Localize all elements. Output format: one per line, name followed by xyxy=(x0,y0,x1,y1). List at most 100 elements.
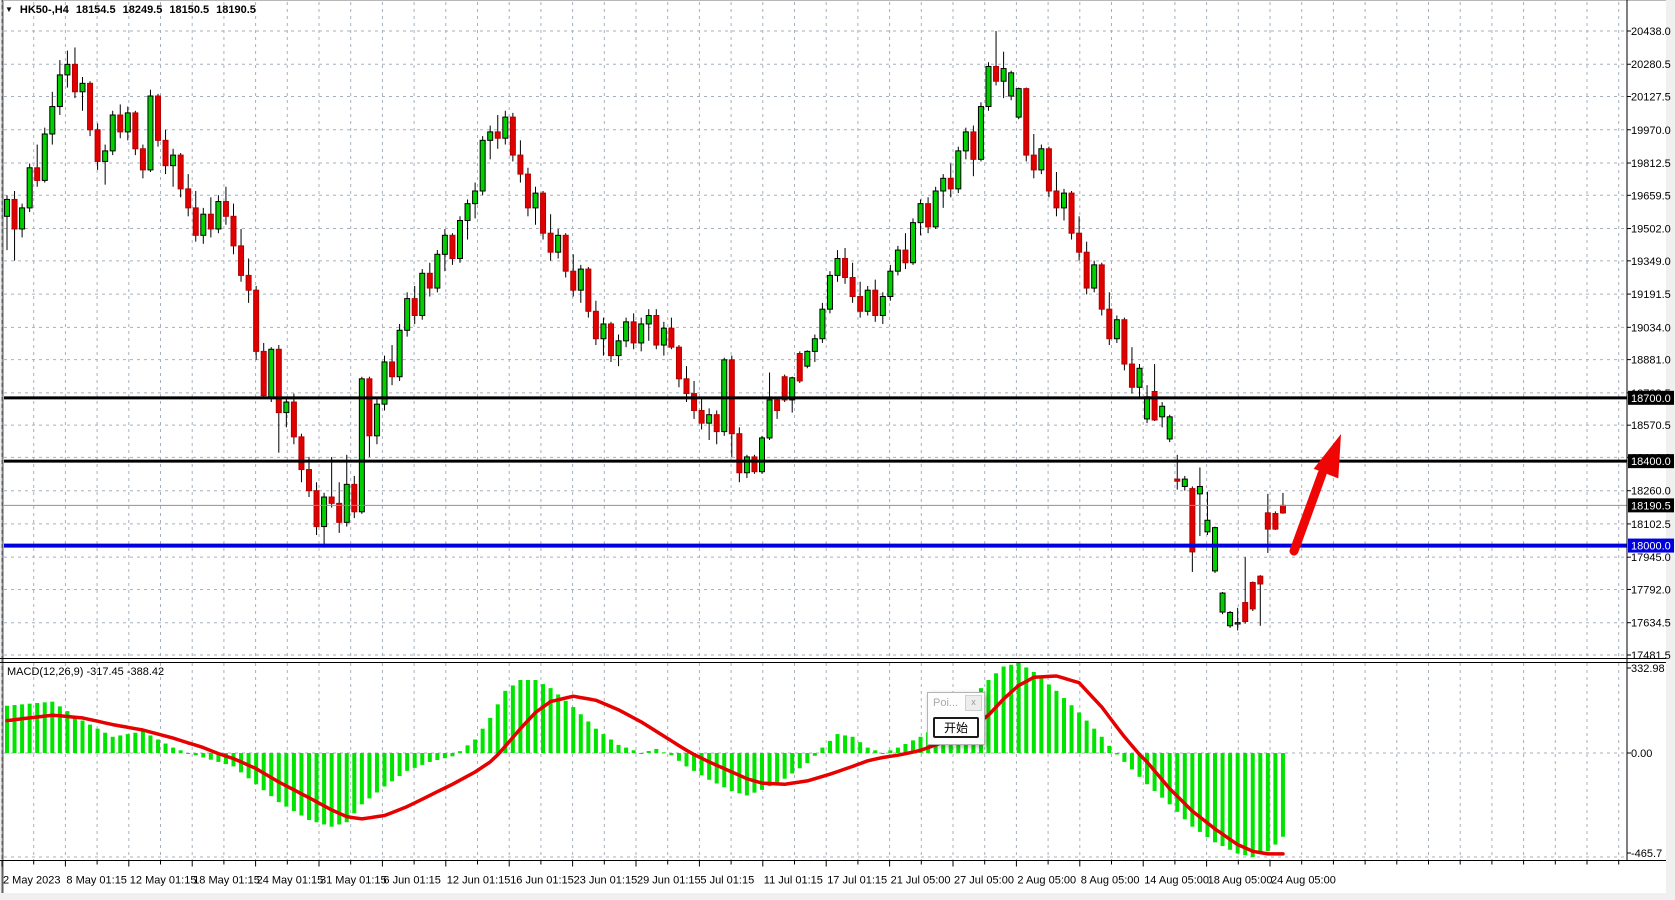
start-button[interactable]: 开始 xyxy=(933,717,979,738)
popup-title-bar[interactable]: Poi... x xyxy=(928,693,984,713)
candle-body xyxy=(464,203,471,222)
macd-bar xyxy=(609,739,613,753)
candle-bearish xyxy=(132,110,139,156)
candle-body xyxy=(592,310,599,340)
macd-bar xyxy=(1129,753,1134,770)
macd-bar xyxy=(374,753,379,793)
time-tick-label: 21 Jul 05:00 xyxy=(891,875,951,887)
candle-body xyxy=(577,268,584,291)
price-tick-label: 20280.5 xyxy=(1631,59,1671,71)
candle-bullish xyxy=(396,323,403,381)
macd-bar xyxy=(201,753,206,758)
macd-bar xyxy=(276,753,281,803)
candle-body xyxy=(479,139,486,192)
macd-bar xyxy=(737,753,742,794)
symbol-dropdown-icon[interactable]: ▼ xyxy=(5,5,13,14)
macd-bar xyxy=(35,702,40,753)
script-popup-window: Poi... x 开始 xyxy=(927,692,985,745)
candle-body xyxy=(743,456,750,474)
candle-bullish xyxy=(864,285,871,316)
candle-body xyxy=(1227,611,1234,627)
candle-body xyxy=(366,378,373,437)
candle-bearish xyxy=(585,266,592,318)
candle-bullish xyxy=(660,321,667,356)
candle-bullish xyxy=(932,186,939,229)
candle-bullish xyxy=(170,148,177,187)
macd-bar xyxy=(714,753,719,784)
time-tick-label: 18 May 01:15 xyxy=(193,875,260,887)
candle-bearish xyxy=(155,93,161,147)
candle-body xyxy=(253,289,260,352)
macd-bar xyxy=(654,748,659,753)
price-tick-label: 18881.0 xyxy=(1631,355,1671,367)
macd-bar xyxy=(918,736,923,753)
candle-body xyxy=(1174,478,1181,482)
candle-bullish xyxy=(826,271,833,314)
macd-bar xyxy=(480,728,485,753)
candle-bearish xyxy=(547,214,554,261)
candle-bullish xyxy=(940,174,947,208)
candle-body xyxy=(1136,367,1143,388)
macd-bar xyxy=(1213,753,1217,843)
candle-body xyxy=(1257,575,1264,585)
macd-bar xyxy=(1243,753,1248,856)
macd-bar xyxy=(442,753,447,759)
candle-body xyxy=(1249,582,1256,610)
candle-body xyxy=(1106,308,1113,340)
candle-bullish xyxy=(1166,414,1173,443)
candle-body xyxy=(993,65,1000,82)
candle-bullish xyxy=(502,110,509,145)
candle-bearish xyxy=(517,140,524,183)
macd-bar xyxy=(639,753,644,754)
candle-bearish xyxy=(117,104,124,139)
candle-body xyxy=(321,496,328,528)
macd-bar xyxy=(1220,753,1225,847)
macd-bar xyxy=(994,673,999,753)
macd-axis-label: 332.98 xyxy=(1631,663,1665,675)
candle-bearish xyxy=(902,233,909,270)
candle-bullish xyxy=(600,317,607,356)
candle-bearish xyxy=(1053,171,1060,217)
candle-bearish xyxy=(87,81,94,137)
macd-bar xyxy=(563,700,568,753)
candle-body xyxy=(1098,264,1105,310)
macd-bar xyxy=(1084,720,1089,753)
candle-bullish xyxy=(1113,315,1120,343)
macd-bar xyxy=(1107,745,1112,753)
candlestick-series xyxy=(4,31,1286,631)
candle-bearish xyxy=(630,313,637,350)
macd-bar xyxy=(5,705,9,753)
macd-bar xyxy=(1001,666,1006,753)
price-tick-label: 19349.0 xyxy=(1631,256,1671,268)
macd-bar xyxy=(329,753,334,827)
candle-body xyxy=(879,296,886,317)
candle-bearish xyxy=(1121,317,1128,371)
macd-bar xyxy=(661,752,666,754)
trend-arrow-shaft[interactable] xyxy=(1289,469,1327,556)
candle-body xyxy=(1000,68,1007,82)
trend-arrow[interactable] xyxy=(1289,434,1341,556)
candle-body xyxy=(373,403,380,437)
candle-body xyxy=(1219,592,1226,613)
price-tick-label: 17792.0 xyxy=(1631,584,1671,596)
trend-arrow-head[interactable] xyxy=(1313,434,1341,479)
candle-bearish xyxy=(683,366,690,403)
candle-bearish xyxy=(872,279,879,322)
popup-close-icon[interactable]: x xyxy=(965,695,982,711)
macd-bar xyxy=(269,753,274,797)
time-tick-label: 27 Jul 05:00 xyxy=(954,875,1014,887)
candle-bullish xyxy=(615,334,622,367)
price-tick-label: 19812.5 xyxy=(1631,158,1671,170)
candle-body xyxy=(1166,416,1173,440)
chart-background xyxy=(3,0,1666,893)
candle-bearish xyxy=(94,123,101,170)
macd-bar xyxy=(1250,753,1255,858)
macd-bar xyxy=(571,707,576,753)
macd-bar xyxy=(601,734,606,753)
candle-body xyxy=(1061,192,1067,209)
candle-body xyxy=(1113,319,1120,340)
macd-bar xyxy=(858,742,863,753)
candle-body xyxy=(1151,390,1158,421)
macd-bar xyxy=(880,753,885,754)
candle-bullish xyxy=(283,397,290,428)
